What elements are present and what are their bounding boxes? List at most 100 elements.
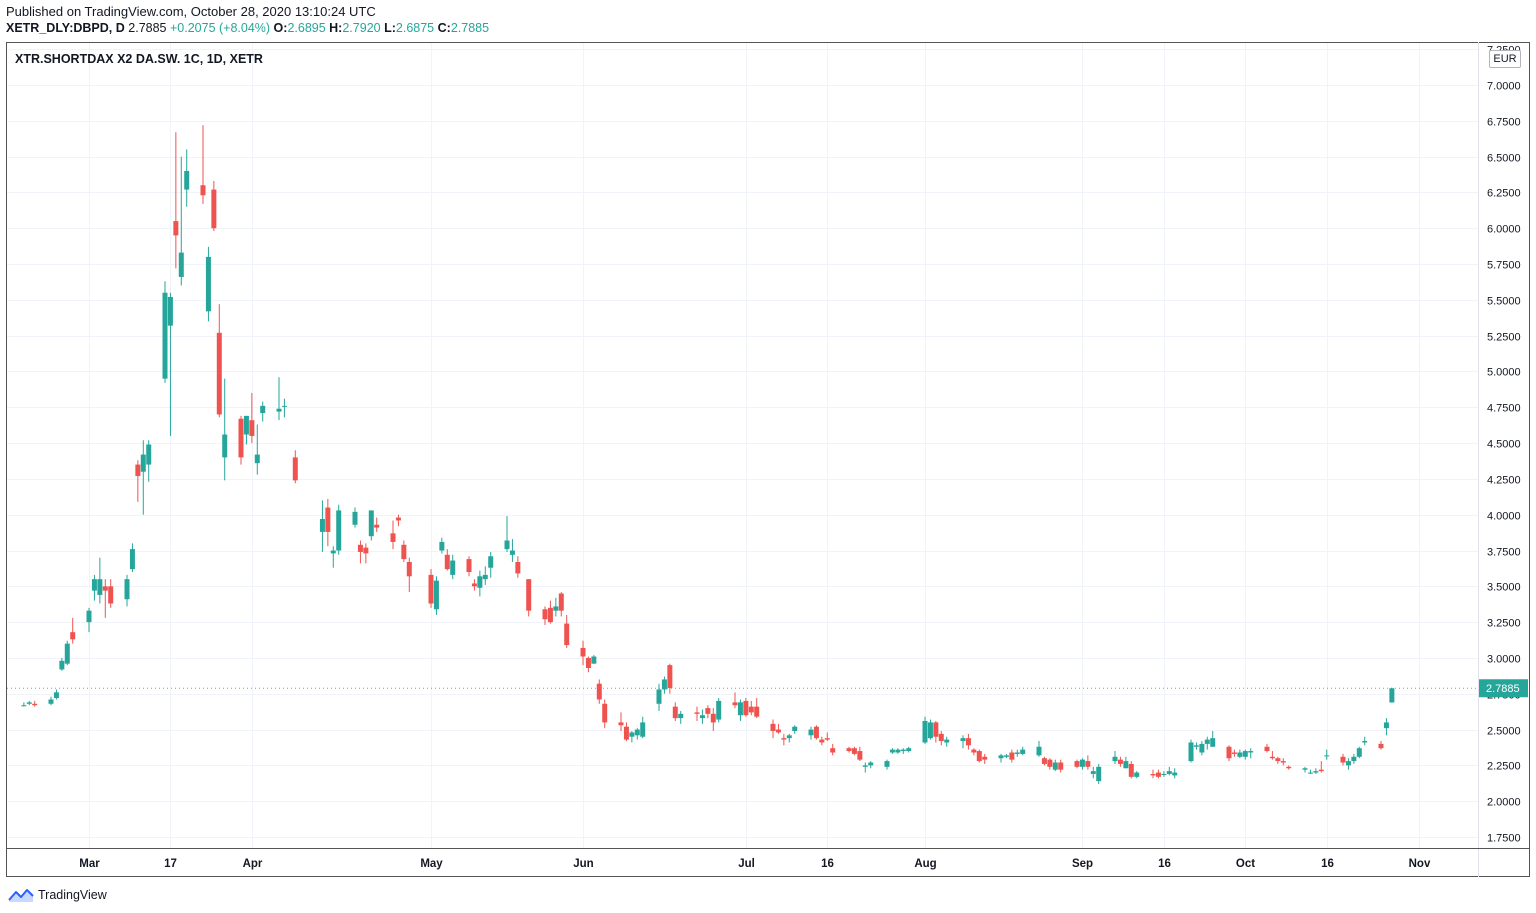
candle[interactable] xyxy=(1351,753,1357,764)
candle[interactable] xyxy=(699,709,705,724)
candle[interactable] xyxy=(509,539,515,562)
candle[interactable] xyxy=(357,540,363,564)
candle[interactable] xyxy=(1210,731,1216,747)
candle[interactable] xyxy=(927,719,933,740)
candle[interactable] xyxy=(1264,743,1270,753)
candle[interactable] xyxy=(705,705,711,719)
candle[interactable] xyxy=(786,733,792,743)
candle[interactable] xyxy=(173,132,179,269)
candle[interactable] xyxy=(667,663,673,694)
candle[interactable] xyxy=(32,700,38,707)
candle[interactable] xyxy=(851,746,857,756)
candle[interactable] xyxy=(292,450,298,484)
candle[interactable] xyxy=(48,696,54,706)
candle[interactable] xyxy=(1009,749,1015,763)
candle[interactable] xyxy=(661,676,667,694)
candle[interactable] xyxy=(281,398,287,418)
candle[interactable] xyxy=(374,517,380,532)
candle[interactable] xyxy=(895,748,901,754)
candle[interactable] xyxy=(1036,741,1042,757)
candle[interactable] xyxy=(558,592,564,617)
candle[interactable] xyxy=(754,698,760,719)
candle[interactable] xyxy=(1079,758,1085,770)
candle[interactable] xyxy=(775,723,781,734)
candle[interactable] xyxy=(830,743,836,756)
candle[interactable] xyxy=(1155,769,1161,779)
candle[interactable] xyxy=(526,579,532,617)
candle[interactable] xyxy=(1085,755,1091,770)
candle[interactable] xyxy=(971,748,977,756)
candle[interactable] xyxy=(596,679,602,704)
candle[interactable] xyxy=(26,700,32,706)
candle[interactable] xyxy=(564,614,570,648)
candle[interactable] xyxy=(862,762,868,773)
candle[interactable] xyxy=(363,543,369,564)
candle[interactable] xyxy=(1134,771,1140,779)
candle[interactable] xyxy=(889,748,895,754)
candle[interactable] xyxy=(629,731,635,743)
candle[interactable] xyxy=(1047,758,1053,770)
candle[interactable] xyxy=(406,557,412,593)
candle[interactable] xyxy=(857,746,863,762)
candle[interactable] xyxy=(395,514,401,527)
candle[interactable] xyxy=(1307,769,1313,774)
candle[interactable] xyxy=(1161,771,1167,777)
candle[interactable] xyxy=(710,708,716,732)
candle[interactable] xyxy=(716,698,722,723)
candle[interactable] xyxy=(813,725,819,740)
candle[interactable] xyxy=(1286,765,1292,770)
candle[interactable] xyxy=(602,699,608,729)
candle[interactable] xyxy=(249,392,255,444)
candle[interactable] xyxy=(70,617,76,644)
candle[interactable] xyxy=(824,732,830,742)
candle[interactable] xyxy=(781,733,787,746)
candle[interactable] xyxy=(222,378,228,481)
candle[interactable] xyxy=(1041,756,1047,766)
candle[interactable] xyxy=(819,736,825,746)
candle[interactable] xyxy=(976,749,982,763)
candle[interactable] xyxy=(162,281,168,383)
candle[interactable] xyxy=(477,570,483,597)
candle[interactable] xyxy=(108,579,114,608)
candle[interactable] xyxy=(672,702,678,721)
candle[interactable] xyxy=(238,415,244,465)
candle[interactable] xyxy=(1275,756,1281,764)
candle[interactable] xyxy=(1356,746,1362,759)
candle[interactable] xyxy=(1383,718,1389,736)
candle[interactable] xyxy=(965,733,971,750)
candle[interactable] xyxy=(1248,748,1254,759)
candle[interactable] xyxy=(97,557,103,604)
candle[interactable] xyxy=(1269,751,1275,760)
candle[interactable] xyxy=(542,606,548,626)
candle[interactable] xyxy=(1166,766,1172,776)
candle[interactable] xyxy=(868,761,874,769)
candle[interactable] xyxy=(1237,749,1243,759)
candle[interactable] xyxy=(846,746,852,753)
candle[interactable] xyxy=(325,498,331,547)
candle[interactable] xyxy=(1313,768,1319,774)
candle[interactable] xyxy=(906,746,912,753)
candle[interactable] xyxy=(254,424,260,475)
candle[interactable] xyxy=(352,507,358,528)
candle[interactable] xyxy=(243,415,249,445)
candle[interactable] xyxy=(960,735,966,749)
candle[interactable] xyxy=(140,440,146,515)
candle[interactable] xyxy=(1302,766,1308,773)
candle[interactable] xyxy=(1280,758,1286,766)
candle[interactable] xyxy=(998,753,1004,763)
candle[interactable] xyxy=(1128,761,1134,779)
candle[interactable] xyxy=(1242,749,1248,760)
candle[interactable] xyxy=(466,556,472,577)
candle[interactable] xyxy=(1020,746,1026,756)
candle[interactable] xyxy=(737,699,743,721)
candle[interactable] xyxy=(1231,749,1237,757)
candle[interactable] xyxy=(1324,749,1330,760)
candle[interactable] xyxy=(336,504,342,555)
candle[interactable] xyxy=(504,516,510,552)
candle[interactable] xyxy=(1058,759,1064,773)
candle[interactable] xyxy=(450,554,456,580)
candle[interactable] xyxy=(640,716,646,739)
candle[interactable] xyxy=(200,125,206,204)
candle[interactable] xyxy=(515,556,521,578)
